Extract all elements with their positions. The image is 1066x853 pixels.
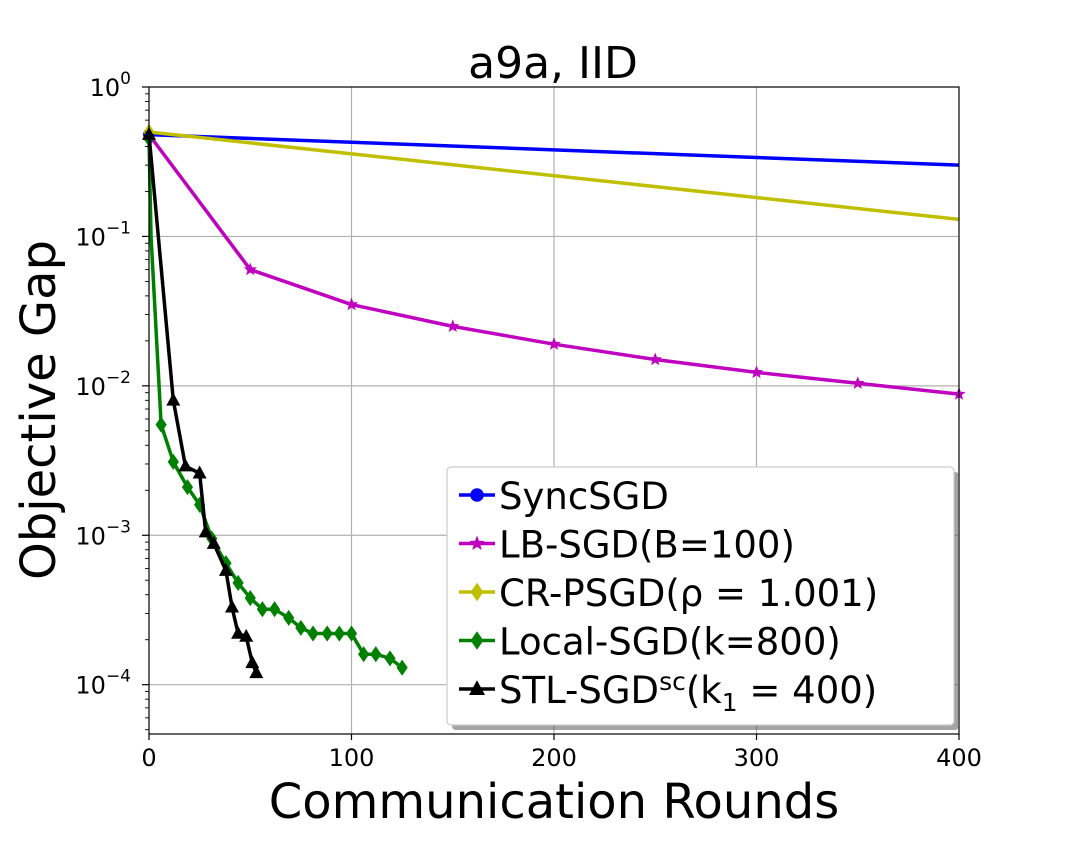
series-line xyxy=(148,130,960,222)
data-point xyxy=(192,465,207,479)
data-point xyxy=(358,646,370,663)
data-point xyxy=(167,453,179,470)
legend-label: Local-SGD(k=800) xyxy=(499,621,841,664)
x-axis-label: Communication Rounds xyxy=(269,774,839,830)
x-tick-label: 400 xyxy=(936,744,982,772)
data-point xyxy=(256,601,268,618)
legend-item: SyncSGD xyxy=(459,475,669,518)
legend: SyncSGD LB-SGD(B=100) CR-PSGD(ρ = 1.001) Lo… xyxy=(446,466,959,730)
data-point xyxy=(749,365,764,379)
data-point xyxy=(268,601,281,618)
series-layer xyxy=(142,123,966,679)
data-point xyxy=(345,625,358,642)
data-point xyxy=(344,297,359,311)
series-4 xyxy=(142,126,264,679)
legend-item: LB-SGD(B=100) xyxy=(459,524,795,567)
data-point xyxy=(181,479,194,496)
chart-title: a9a, IID xyxy=(468,38,638,89)
data-point xyxy=(232,574,244,591)
series-line xyxy=(147,134,258,674)
y-tick-label: 10−4 xyxy=(75,667,131,700)
y-tick-layer: 100 10−1 10−2 10−3 10−4 xyxy=(75,69,149,731)
data-point xyxy=(851,376,865,389)
data-point xyxy=(295,619,307,636)
data-point xyxy=(547,337,561,350)
legend-item: Local-SGD(k=800) xyxy=(459,621,841,664)
legend-swatch-marker xyxy=(469,535,485,550)
data-point xyxy=(206,535,221,549)
legend-label: CR-PSGD(ρ = 1.001) xyxy=(499,572,878,615)
y-axis-label: Objective Gap xyxy=(11,240,67,580)
data-point xyxy=(243,262,257,276)
data-point xyxy=(396,659,408,676)
legend-item: STL-SGDsc(k1 = 400) xyxy=(459,667,877,717)
legend-swatch-marker xyxy=(469,680,485,695)
data-point xyxy=(333,625,345,642)
data-point xyxy=(384,650,396,667)
data-point xyxy=(245,655,260,669)
data-point xyxy=(155,416,167,433)
data-point xyxy=(166,392,181,406)
series-line xyxy=(147,138,404,670)
x-tick-label: 0 xyxy=(141,744,156,772)
data-point xyxy=(239,628,254,642)
y-tick-label: 10−3 xyxy=(75,517,131,550)
y-tick-label: 10−2 xyxy=(75,368,131,401)
data-point xyxy=(218,562,233,576)
legend-swatch-marker xyxy=(470,631,484,650)
y-tick-label: 10−1 xyxy=(75,218,131,251)
x-tick-label: 300 xyxy=(734,744,780,772)
data-point xyxy=(244,590,256,607)
data-point xyxy=(225,599,240,613)
x-tick-label: 200 xyxy=(531,744,577,772)
data-point xyxy=(178,458,193,472)
series-3 xyxy=(143,130,408,676)
legend-swatch-marker xyxy=(470,488,484,502)
legend-label: STL-SGDsc(k1 = 400) xyxy=(499,667,877,717)
legend-label: LB-SGD(B=100) xyxy=(499,524,795,567)
data-point xyxy=(446,319,460,333)
data-point xyxy=(198,524,213,538)
legend-swatch-marker xyxy=(470,582,484,602)
x-tick-label: 100 xyxy=(329,744,375,772)
data-point xyxy=(648,352,662,366)
data-point xyxy=(321,625,333,642)
legend-label: SyncSGD xyxy=(499,475,669,518)
data-point xyxy=(283,609,295,626)
x-tick-layer: 0 100 200 300 400 xyxy=(141,734,982,772)
data-point xyxy=(249,665,264,679)
series-line xyxy=(148,132,960,167)
y-tick-label: 100 xyxy=(90,69,131,102)
data-point xyxy=(370,646,382,663)
legend-item: CR-PSGD(ρ = 1.001) xyxy=(459,572,878,615)
data-point xyxy=(231,625,246,639)
data-point xyxy=(307,625,319,642)
series-0 xyxy=(143,128,960,167)
legend-box xyxy=(446,466,955,726)
